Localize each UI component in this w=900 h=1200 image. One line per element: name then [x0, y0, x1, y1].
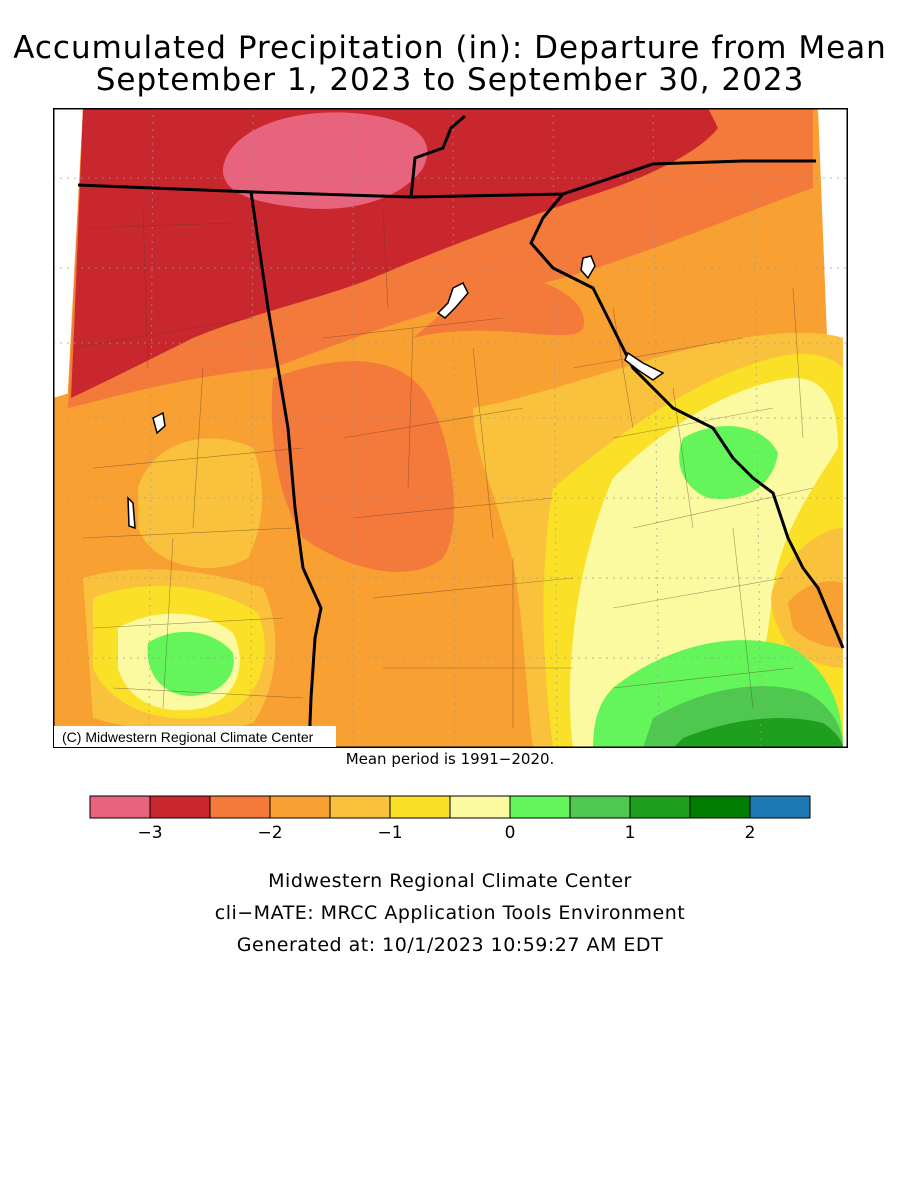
legend-bins [89, 795, 811, 819]
legend-bin [89, 795, 151, 819]
legend-bin [509, 795, 571, 819]
county-lines [72, 207, 814, 728]
color-legend: −3 −2 −1 0 1 2 [89, 795, 811, 843]
state-borders [77, 114, 845, 748]
graticule [53, 108, 848, 748]
map-title-line-2: September 1, 2023 to September 30, 2023 [95, 62, 805, 98]
legend-tick-label: −2 [257, 823, 282, 843]
legend-bin [209, 795, 271, 819]
footer-generated-at: Generated at: 10/1/2023 10:59:27 AM EDT [236, 934, 664, 956]
copyright-label: (C) Midwestern Regional Climate Center [62, 729, 314, 745]
legend-bin [749, 795, 811, 819]
legend-tick-label: −1 [377, 823, 402, 843]
legend-bin [569, 795, 631, 819]
legend-tick-label: 2 [745, 823, 756, 843]
legend-bin [149, 795, 211, 819]
legend-tick-label: 1 [625, 823, 636, 843]
footer-tool-name: cli−MATE: MRCC Application Tools Environ… [214, 902, 686, 924]
legend-bin [689, 795, 751, 819]
precipitation-departure-map: (C) Midwestern Regional Climate Center [53, 108, 848, 748]
mean-period-note: Mean period is 1991−2020. [345, 750, 555, 768]
legend-bin [269, 795, 331, 819]
legend-bin [389, 795, 451, 819]
legend-tick-label: 0 [505, 823, 516, 843]
legend-bin [329, 795, 391, 819]
legend-tick-label: −3 [137, 823, 162, 843]
water-bodies [127, 255, 665, 530]
legend-bin [629, 795, 691, 819]
legend-bin [449, 795, 511, 819]
footer-organization: Midwestern Regional Climate Center [268, 870, 632, 892]
map-title-line-1: Accumulated Precipitation (in): Departur… [13, 30, 887, 66]
precipitation-contours [53, 108, 843, 748]
legend-ticks: −3 −2 −1 0 1 2 [137, 823, 755, 843]
